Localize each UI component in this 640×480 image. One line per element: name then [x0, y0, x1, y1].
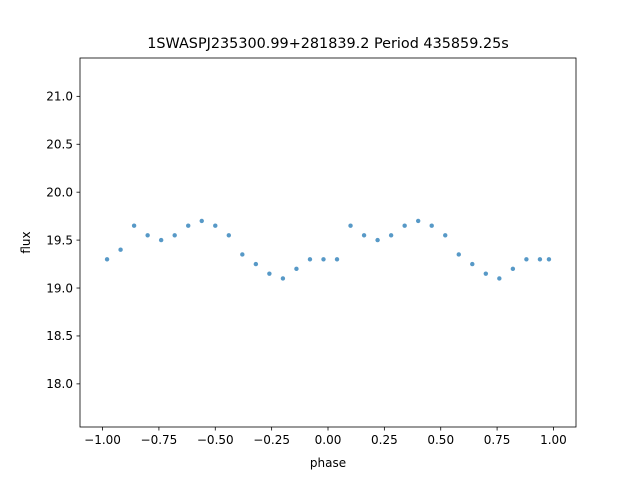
data-point: [294, 266, 299, 272]
data-point: [415, 218, 421, 224]
y-tick-label: 20.5: [46, 138, 73, 152]
data-point: [307, 257, 313, 262]
data-point: [145, 233, 150, 238]
data-point: [483, 271, 489, 276]
data-point: [334, 257, 340, 262]
y-tick-label: 18.5: [46, 329, 73, 343]
data-point: [118, 247, 123, 252]
data-point: [497, 276, 502, 281]
data-point: [240, 252, 245, 257]
data-point: [402, 223, 407, 228]
data-point: [104, 257, 110, 262]
data-point: [546, 257, 552, 262]
points-layer: [104, 218, 552, 281]
y-axis-label: flux: [19, 231, 33, 253]
data-point: [388, 233, 394, 238]
data-point: [537, 257, 543, 262]
data-point: [267, 271, 272, 276]
data-point: [524, 257, 529, 262]
data-point: [199, 218, 204, 224]
chart-title: 1SWASPJ235300.99+281839.2 Period 435859.…: [147, 36, 509, 52]
data-point: [280, 276, 286, 281]
data-point: [172, 233, 177, 238]
data-point: [429, 223, 434, 228]
data-point: [361, 233, 367, 238]
y-tick-label: 18.0: [46, 377, 73, 391]
data-point: [375, 237, 380, 243]
data-point: [253, 261, 259, 267]
x-axis-label: phase: [310, 456, 346, 470]
y-tick-label: 19.5: [46, 233, 73, 247]
y-tick-label: 19.0: [46, 281, 73, 295]
x-tick-label: −0.50: [197, 433, 234, 447]
y-tick-label: 20.0: [46, 185, 73, 199]
data-point: [131, 223, 137, 228]
x-tick-label: 0.75: [484, 433, 511, 447]
data-point: [510, 266, 516, 272]
plot-area: [80, 58, 576, 427]
data-point: [226, 233, 231, 238]
data-point: [348, 223, 353, 228]
x-tick-label: −1.00: [84, 433, 121, 447]
x-tick-label: 0.50: [427, 433, 454, 447]
y-axis: 18.0 18.5 19.0 19.5 20.0 20.5 21.0: [46, 90, 80, 391]
data-point: [443, 233, 448, 238]
y-tick-label: 21.0: [46, 90, 73, 104]
x-tick-label: 1.00: [540, 433, 567, 447]
x-tick-label: −0.25: [253, 433, 290, 447]
data-point: [213, 223, 218, 228]
x-tick-label: −0.75: [141, 433, 178, 447]
data-point: [456, 252, 461, 257]
data-point: [158, 237, 164, 243]
x-axis: −1.00 −0.75 −0.50 −0.25 0.00 0.25 0.50 0.75 1.00: [84, 427, 567, 447]
x-tick-label: 0.25: [371, 433, 398, 447]
data-point: [321, 257, 326, 262]
data-point: [186, 223, 191, 228]
x-tick-label: 0.00: [315, 433, 342, 447]
data-point: [470, 261, 475, 267]
